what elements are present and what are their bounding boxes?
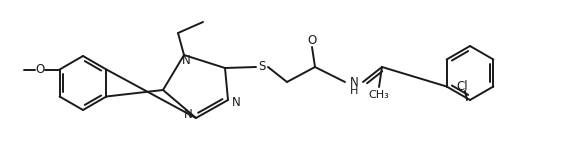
- Text: N: N: [350, 75, 358, 88]
- Text: N: N: [231, 95, 241, 108]
- Text: CH₃: CH₃: [368, 90, 389, 100]
- Text: O: O: [307, 33, 316, 46]
- Text: S: S: [258, 60, 265, 73]
- Text: N: N: [183, 107, 192, 120]
- Text: N: N: [182, 53, 190, 66]
- Text: Cl: Cl: [456, 80, 468, 93]
- Text: O: O: [35, 63, 44, 76]
- Text: H: H: [350, 86, 358, 96]
